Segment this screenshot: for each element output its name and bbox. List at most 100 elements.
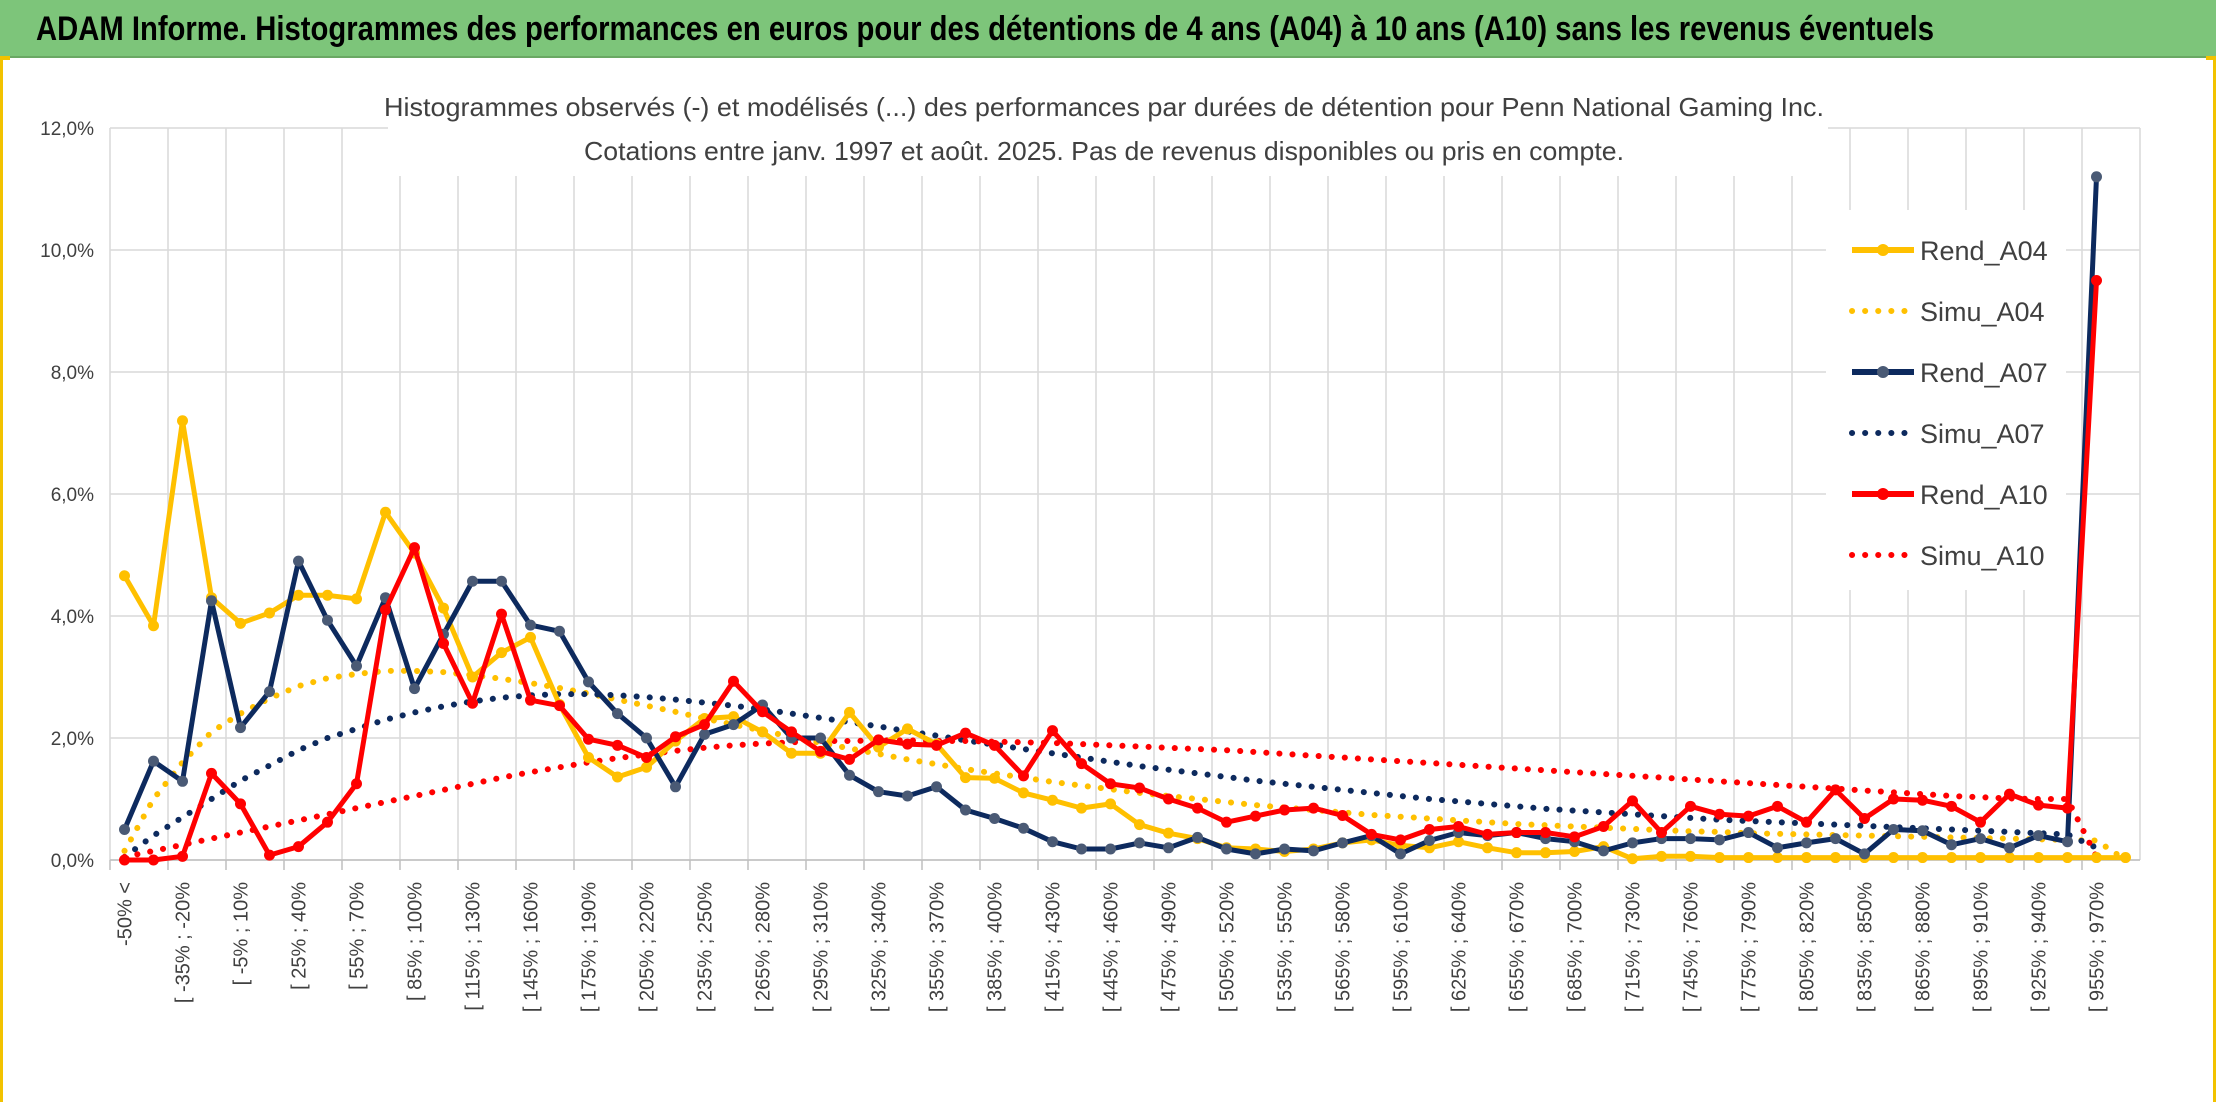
rend-a07-point xyxy=(496,575,507,587)
rend-a10-point xyxy=(1772,800,1783,812)
rend-a04-point xyxy=(2091,852,2102,864)
rend-a04-point xyxy=(1830,852,1841,864)
rend-a10-point xyxy=(409,542,420,554)
rend-a10-point xyxy=(496,608,507,620)
rend-a10-point xyxy=(699,719,710,731)
simu-a10-line xyxy=(121,737,2100,860)
rend-a04-point xyxy=(1163,827,1174,839)
rend-a04-point xyxy=(2033,852,2044,864)
rend-a10-point xyxy=(1511,827,1522,839)
rend-a04-point xyxy=(583,752,594,764)
header-bar: ADAM Informe. Histogrammes des performan… xyxy=(0,0,2216,58)
rend-a07-point xyxy=(902,790,913,802)
rend-a07-point xyxy=(1105,843,1116,855)
simu-a07-legend-label: Simu_A07 xyxy=(1920,419,2045,449)
chart-legend: Rend_A04 Simu_A04 Rend_A07 Simu_A07 Rend_A10… xyxy=(1826,210,2066,590)
rend-a10-point xyxy=(1337,809,1348,821)
y-tick-label: 2,0% xyxy=(51,729,94,750)
rend-a07-point xyxy=(119,824,130,835)
x-tick-label: [ 565% ; 580% xyxy=(1333,882,1355,1012)
rend-a04-point xyxy=(119,570,130,582)
simu-a07-line xyxy=(121,691,2100,860)
rend-a04-point xyxy=(322,589,333,601)
rend-a04-point xyxy=(1685,850,1696,862)
rend-a07-point xyxy=(177,775,188,787)
x-tick-label: [ 925% ; 940% xyxy=(2029,882,2051,1012)
rend-a07-point xyxy=(960,804,971,816)
rend-a07-point xyxy=(641,732,652,744)
corner-mark-left xyxy=(0,56,10,60)
rend-a10-point xyxy=(1279,804,1290,816)
rend-a07-point xyxy=(1192,831,1203,843)
chart-title-line1: Histogrammes observés (-) et modélisés (… xyxy=(384,92,1824,122)
x-tick-label: [ 205% ; 220% xyxy=(637,882,659,1012)
rend-a10-point xyxy=(148,854,159,866)
rend-a10-point xyxy=(2004,788,2015,800)
rend-a07-point xyxy=(1598,845,1609,857)
rend-a10-point xyxy=(322,816,333,828)
rend-a07-point xyxy=(235,722,246,734)
x-tick-label: [ 505% ; 520% xyxy=(1217,882,1239,1012)
simu-a04-line xyxy=(121,667,2129,863)
rend-a07-point xyxy=(2033,830,2044,842)
x-axis: -50% < [ -35% ; -20% [ -5% ; 10% [ 25% ; 40… xyxy=(109,859,2140,1012)
rend-a10-point xyxy=(1366,828,1377,840)
rend-a04-point xyxy=(641,761,652,773)
rend-a07-point xyxy=(844,769,855,781)
x-tick-label: [ 535% ; 550% xyxy=(1275,882,1297,1012)
rend-a04-point xyxy=(1540,847,1551,859)
rend-a10-point xyxy=(1192,802,1203,814)
rend-a04-point xyxy=(148,620,159,632)
rend-a04-point xyxy=(1714,852,1725,864)
x-tick-label: [ 745% ; 760% xyxy=(1681,882,1703,1012)
rend-a04-point xyxy=(467,671,478,683)
rend-a07-point xyxy=(148,755,159,767)
x-tick-label: -50% < xyxy=(115,882,137,946)
y-axis: 0,0% 2,0% 4,0% 6,0% 8,0% 10,0% 12,0% xyxy=(40,119,94,872)
rend-a04-point xyxy=(1453,836,1464,848)
x-tick-label: [ 775% ; 790% xyxy=(1739,882,1761,1012)
rend-a07-point xyxy=(293,555,304,567)
rend-a04-point xyxy=(1105,798,1116,810)
x-tick-label: [ 115% ; 130% xyxy=(463,882,485,1011)
rend-a04-line xyxy=(122,418,2126,862)
rend-a04-legend-marker xyxy=(1877,244,1889,256)
rend-a07-point xyxy=(1018,822,1029,834)
rend-a07-legend-label: Rend_A07 xyxy=(1920,358,2048,388)
rend-a04-point xyxy=(1076,802,1087,814)
rend-a07-point xyxy=(612,708,623,720)
rend-a10-point xyxy=(960,727,971,739)
rend-a07-point xyxy=(206,595,217,607)
rend-a04-point xyxy=(1656,850,1667,862)
rend-a07-point xyxy=(351,660,362,672)
rend-a10-point xyxy=(264,849,275,861)
x-tick-label: [ 685% ; 700% xyxy=(1565,882,1587,1012)
rend-a07-point xyxy=(583,676,594,688)
rend-a04-point xyxy=(2120,852,2131,864)
rend-a04-point xyxy=(1569,845,1580,857)
x-tick-label: [ 235% ; 250% xyxy=(695,882,717,1012)
rend-a10-point xyxy=(1743,810,1754,822)
rend-a07-point xyxy=(1163,842,1174,854)
rend-a07-point xyxy=(670,781,681,793)
rend-a10-point xyxy=(815,745,826,757)
rend-a07-point xyxy=(1685,833,1696,845)
rend-a07-point xyxy=(728,719,739,731)
rend-a10-point xyxy=(1250,810,1261,822)
rend-a07-point xyxy=(1395,848,1406,860)
rend-a04-point xyxy=(757,726,768,738)
rend-a04-point xyxy=(1511,847,1522,859)
x-tick-label: [ 145% ; 160% xyxy=(521,882,543,1012)
rend-a10-point xyxy=(1569,831,1580,843)
x-tick-label: [ 805% ; 820% xyxy=(1797,882,1819,1012)
rend-a10-point xyxy=(1453,820,1464,832)
rend-a07-point xyxy=(1337,837,1348,849)
legend-background xyxy=(1826,210,2066,590)
x-tick-label: [ 265% ; 280% xyxy=(753,882,775,1012)
rend-a10-legend-marker xyxy=(1877,488,1889,500)
rend-a10-point xyxy=(2062,802,2073,814)
rend-a07-point xyxy=(1076,843,1087,855)
rend-a07-point xyxy=(1250,848,1261,860)
x-tick-label: [ 625% ; 640% xyxy=(1449,882,1471,1012)
